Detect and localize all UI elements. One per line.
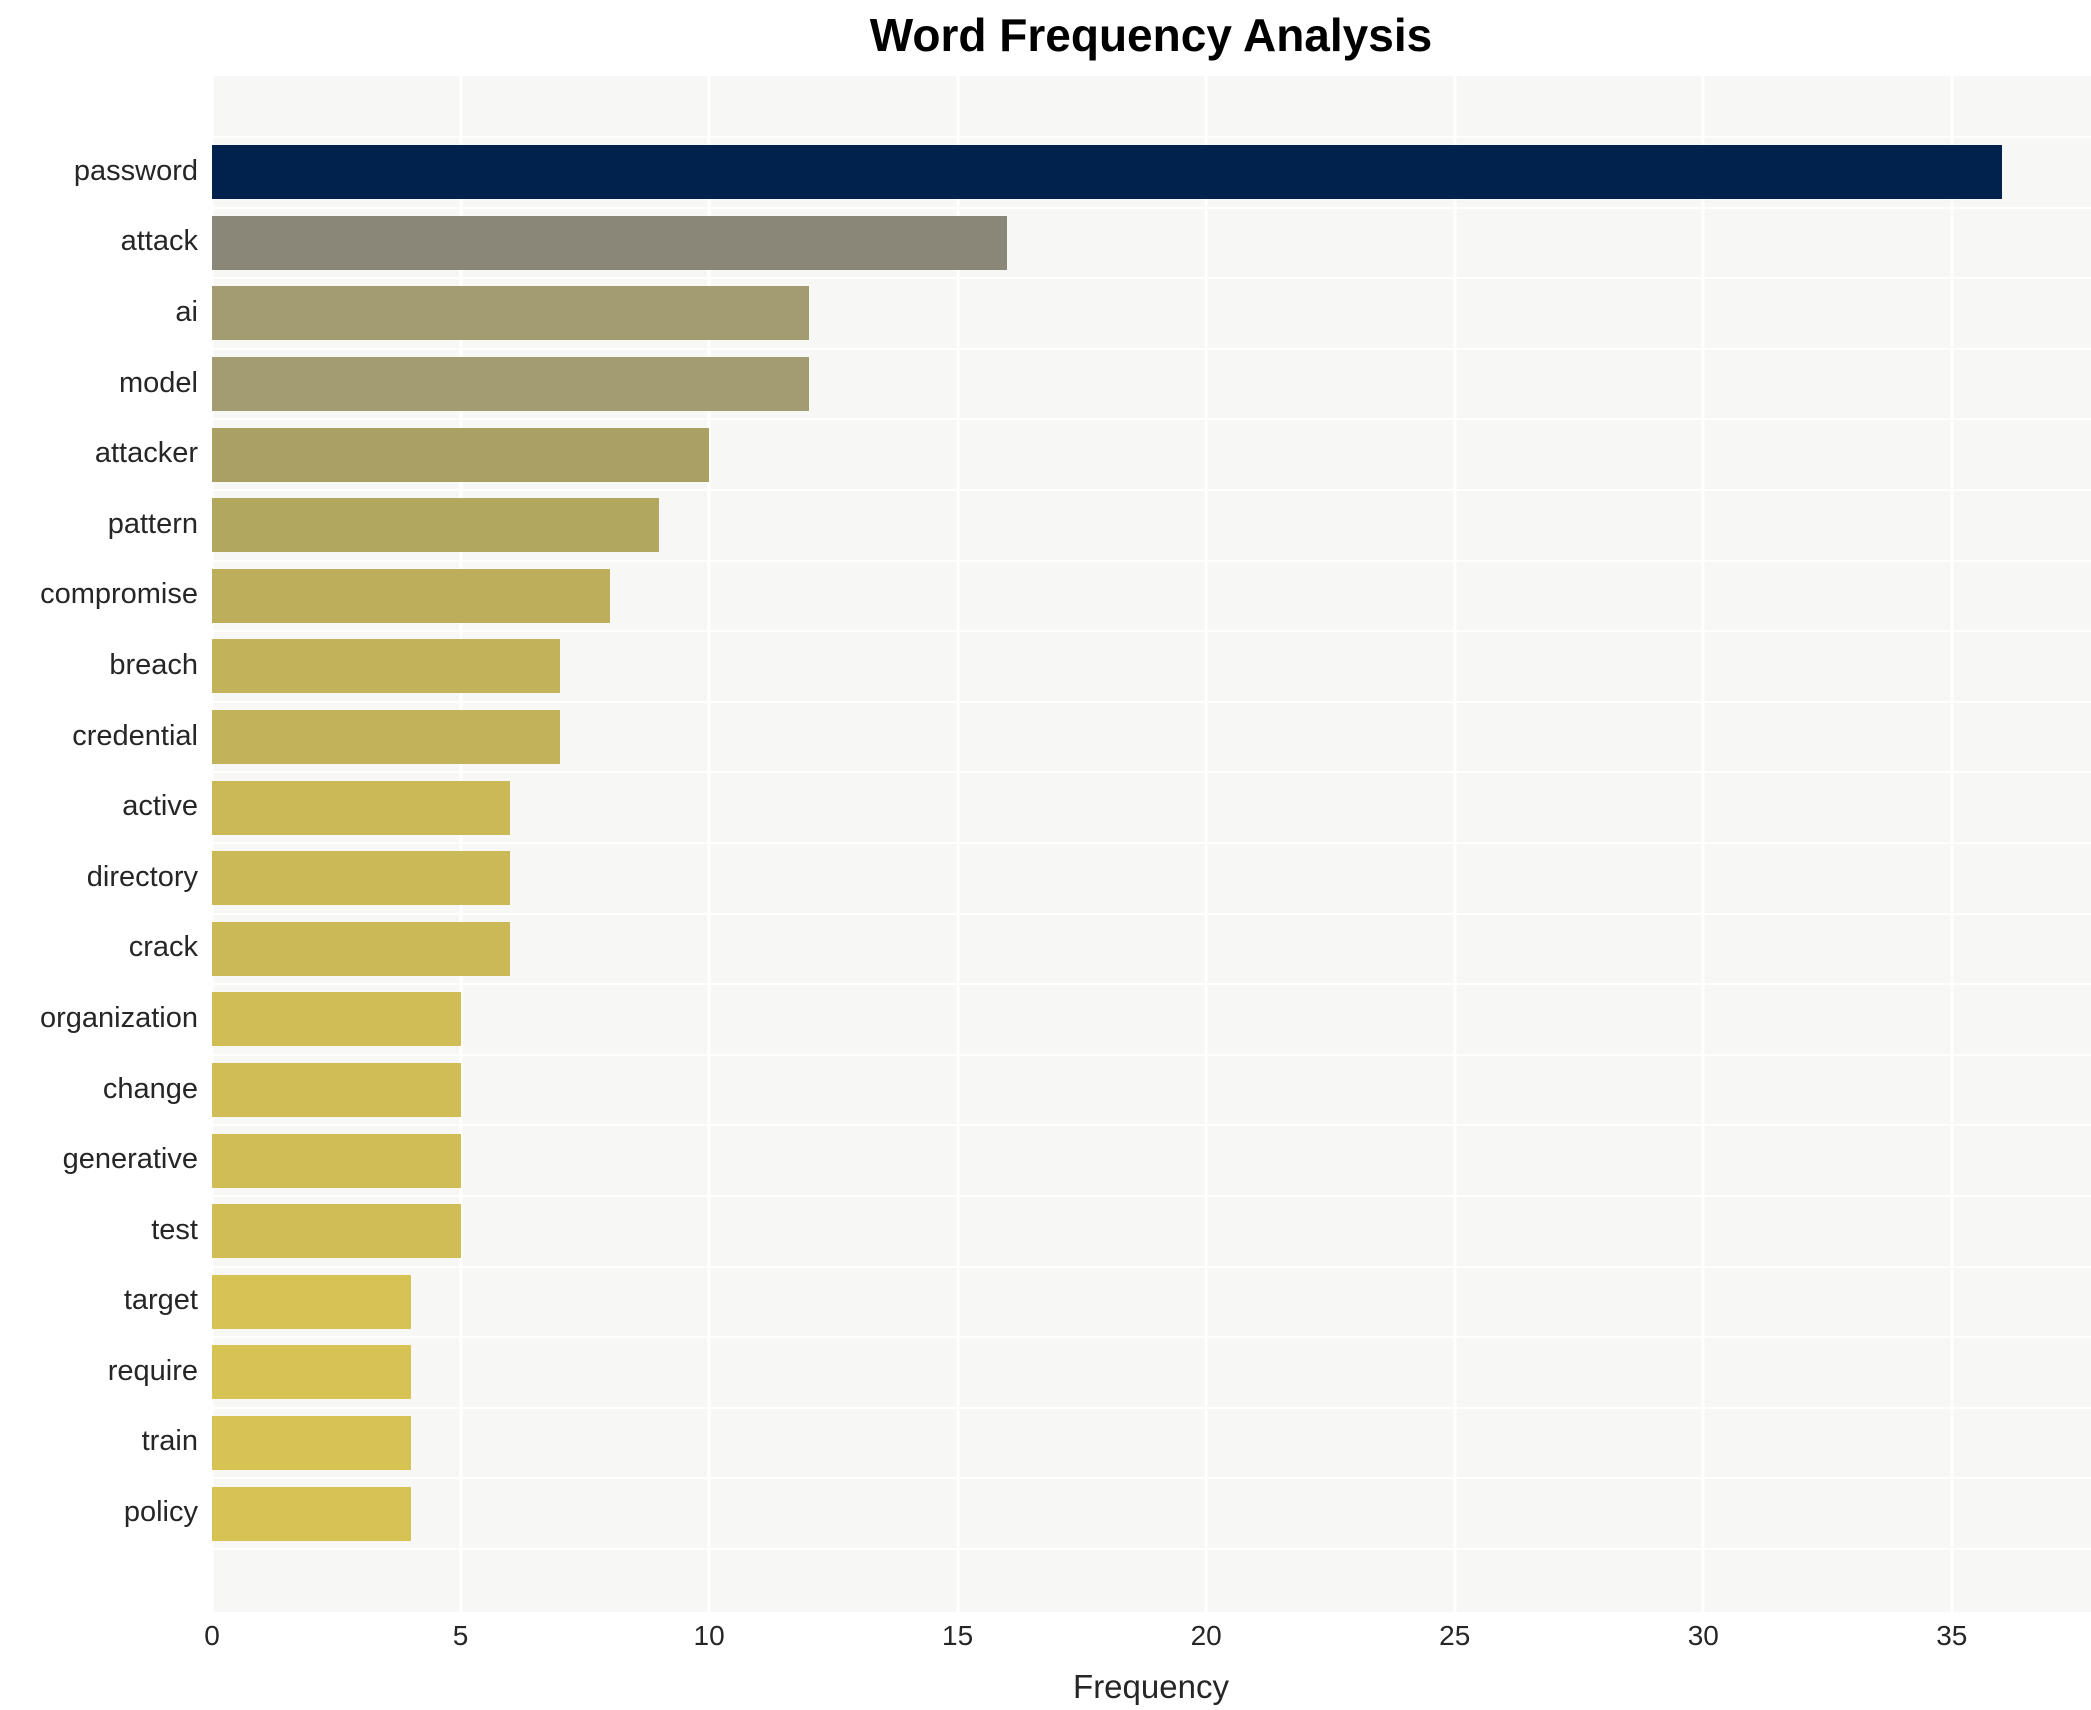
x-tick-label: 35 — [1936, 1620, 1968, 1651]
bar-row — [212, 418, 2091, 489]
bar-row — [212, 1265, 2091, 1337]
y-tick-label: breach — [109, 648, 198, 681]
bars-layer — [212, 76, 2091, 1550]
v-gridline — [1701, 76, 1705, 1612]
bar — [212, 1486, 411, 1541]
v-gridline — [1204, 76, 1208, 1612]
bar-row — [212, 277, 2091, 348]
y-tick-label: require — [107, 1354, 198, 1387]
y-axis-labels: password attack ai model attacker pattern comp… — [0, 76, 198, 1548]
y-tick-label: generative — [62, 1143, 198, 1176]
bar — [212, 780, 511, 835]
v-gridline — [707, 76, 711, 1612]
bar — [212, 1345, 411, 1400]
bar — [212, 851, 511, 906]
bar — [212, 215, 1008, 270]
bar — [212, 1133, 461, 1188]
bar — [212, 498, 660, 553]
bar-row — [212, 1053, 2091, 1125]
bar-row — [212, 1406, 2091, 1478]
bar-row — [212, 488, 2091, 560]
bar-row — [212, 347, 2091, 419]
y-tick-label: pattern — [107, 507, 198, 540]
y-tick-label: attack — [120, 225, 198, 258]
x-axis-ticks: 0 5 10 15 20 25 30 35 — [204, 1620, 2091, 1656]
y-tick-label: directory — [86, 860, 198, 893]
bar-row — [212, 771, 2091, 842]
plot-area — [210, 76, 2091, 1612]
bar — [212, 1274, 411, 1329]
v-gridline — [210, 76, 214, 1612]
bar — [212, 145, 2002, 200]
x-tick-label: 15 — [942, 1620, 974, 1651]
y-tick-label: change — [102, 1072, 198, 1105]
y-tick-label: password — [73, 154, 198, 187]
x-tick-label: 25 — [1439, 1620, 1471, 1651]
bar — [212, 357, 809, 412]
bar-row — [212, 559, 2091, 631]
bar-row — [212, 1336, 2091, 1407]
grid-layer — [210, 76, 2091, 1612]
bar — [212, 921, 511, 976]
bar — [212, 568, 610, 623]
x-axis-label: Frequency — [1073, 1668, 1229, 1705]
bar — [212, 992, 461, 1047]
v-gridline — [1453, 76, 1457, 1612]
bar-row — [212, 841, 2091, 913]
bar-row — [212, 1124, 2091, 1195]
bar — [212, 639, 560, 694]
y-tick-label: active — [122, 790, 198, 823]
bar-row — [212, 1477, 2091, 1548]
x-tick-label: 30 — [1687, 1620, 1719, 1651]
v-gridline — [459, 76, 463, 1612]
x-tick-label: 20 — [1190, 1620, 1222, 1651]
y-tick-label: attacker — [94, 437, 198, 470]
bar-row — [212, 206, 2091, 278]
bar-row — [212, 630, 2091, 701]
y-tick-label: crack — [128, 931, 198, 964]
y-tick-label: target — [123, 1284, 198, 1317]
chart-title: Word Frequency Analysis — [869, 9, 1433, 61]
bar-row — [212, 136, 2091, 207]
v-gridline — [956, 76, 960, 1612]
y-tick-label: credential — [72, 719, 198, 752]
bar-row — [212, 1194, 2091, 1266]
y-tick-label: model — [119, 366, 198, 399]
bar — [212, 1204, 461, 1259]
bar — [212, 1415, 411, 1470]
y-tick-label: organization — [40, 1001, 198, 1034]
bar-row — [212, 700, 2091, 772]
v-gridline — [1950, 76, 1954, 1612]
row-separator — [212, 1547, 2091, 1550]
y-tick-label: compromise — [40, 578, 198, 611]
x-tick-label: 5 — [452, 1620, 469, 1651]
x-tick-label: 10 — [693, 1620, 725, 1651]
bar — [212, 286, 809, 341]
bar — [212, 710, 560, 765]
y-tick-label: test — [151, 1213, 198, 1246]
y-tick-label: ai — [175, 295, 198, 328]
x-tick-label: 0 — [204, 1620, 220, 1651]
bar-row — [212, 912, 2091, 984]
bar — [212, 427, 710, 482]
bar — [212, 1063, 461, 1118]
y-tick-label: train — [141, 1425, 198, 1458]
bar-row — [212, 983, 2091, 1054]
y-tick-label: policy — [123, 1496, 198, 1529]
